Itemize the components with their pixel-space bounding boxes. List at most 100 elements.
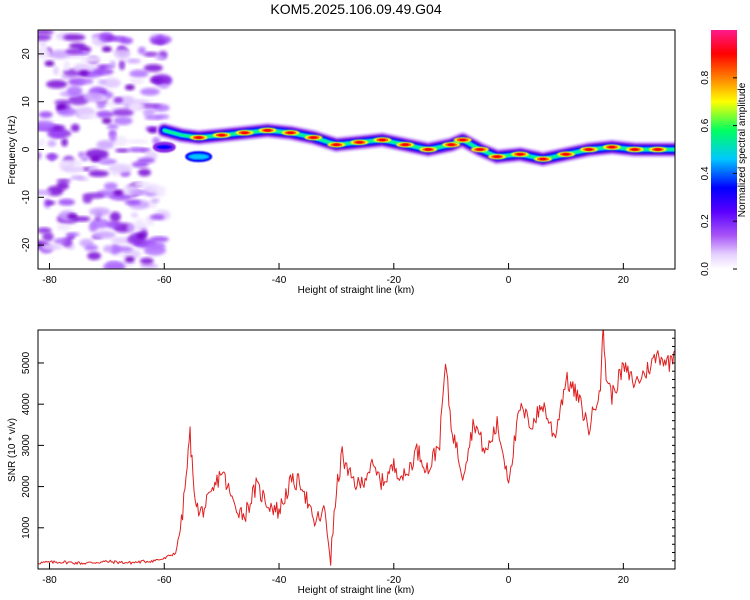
noise-blob [85, 148, 109, 160]
ridge-peak-red [287, 131, 295, 134]
ridge-peak-red [424, 148, 432, 151]
ridge-peak-red [332, 143, 340, 146]
noise-blob [82, 195, 93, 204]
snr-panel: -80 -60 -40 -20 0 20 1000 2000 3000 4000 5000 Hei… [7, 329, 676, 596]
noise-blob [149, 214, 165, 220]
bottom-y-axis-label: SNR (10 * v/v) [7, 418, 18, 482]
noise-region [38, 30, 173, 269]
noise-blob [38, 120, 55, 131]
noise-blob [130, 103, 145, 109]
bottom-y-tick-label: 1000 [21, 516, 32, 539]
top-y-tick-label: 10 [21, 96, 32, 108]
noise-blob [77, 113, 98, 120]
noise-blob [139, 263, 159, 269]
frequency-ridge [152, 122, 675, 168]
top-y-tick-label: 20 [21, 48, 32, 60]
noise-blob [143, 107, 156, 118]
noise-blob [109, 211, 121, 222]
top-x-tick-label: -80 [42, 275, 57, 286]
noise-blob [65, 48, 84, 55]
noise-blob [38, 30, 54, 35]
bottom-y-ticks: 1000 2000 3000 4000 5000 [21, 329, 675, 570]
noise-blob [108, 163, 133, 174]
noise-blob [113, 116, 133, 126]
noise-hotspot [44, 60, 55, 67]
ridge-peak-red [195, 136, 203, 139]
noise-blob [106, 123, 119, 130]
ridge-peak-red [539, 157, 547, 161]
bottom-plot-frame [37, 329, 676, 570]
noise-blob [159, 83, 169, 90]
noise-blob [144, 185, 167, 194]
noise-blob [47, 140, 57, 147]
noise-blob [150, 236, 169, 243]
bottom-x-axis-label: Height of straight line (km) [298, 585, 415, 596]
colorbar-tick-label: 0.4 [700, 166, 711, 180]
noise-blob [77, 78, 94, 85]
noise-blob [68, 42, 87, 50]
noise-blob [144, 115, 163, 120]
top-y-tick-label: -20 [21, 237, 32, 252]
ridge-peak-red [493, 155, 501, 158]
noise-blob [88, 222, 98, 233]
noise-blob [70, 175, 85, 180]
colorbar-tick-label: 0.2 [700, 214, 711, 228]
noise-blob [129, 69, 149, 78]
noise-blob [140, 147, 151, 153]
noise-blob [137, 157, 156, 164]
noise-blob [84, 244, 99, 252]
colorbar-tick-label: 0.8 [700, 70, 711, 84]
noise-hotspot [136, 232, 147, 239]
colorbar-gradient [711, 30, 737, 269]
noise-blob [140, 87, 160, 96]
top-y-axis-label: Frequency (Hz) [7, 116, 18, 185]
noise-hotspot [113, 189, 124, 196]
noise-blob [143, 51, 159, 57]
colorbar-tick-label: 0.6 [700, 118, 711, 132]
noise-blob [139, 257, 154, 265]
noise-blob [113, 35, 127, 43]
noise-blob [151, 39, 167, 45]
noise-blob [54, 99, 73, 106]
ridge-peak-red [264, 129, 272, 132]
noise-blob [150, 198, 160, 203]
noise-blob [56, 181, 69, 191]
noise-blob [111, 108, 134, 117]
ridge-peak-red [516, 153, 524, 156]
noise-blob [106, 220, 122, 229]
noise-blob [127, 139, 149, 144]
noise-blob [95, 110, 114, 119]
noise-hotspot [101, 117, 112, 124]
bottom-x-tick-label: -60 [157, 575, 172, 586]
ridge-peak-red [378, 138, 386, 142]
bottom-y-tick-label: 5000 [21, 351, 32, 374]
noise-hotspot [124, 256, 135, 263]
noise-hotspot [124, 84, 135, 91]
noise-blob [96, 140, 115, 150]
bottom-x-tick-label: -80 [42, 575, 57, 586]
noise-blob [154, 55, 166, 60]
spectrogram-panel: -80 -60 -40 -20 0 20 -20 -10 0 10 20 Height of st… [7, 29, 676, 296]
ridge-peak-red [447, 143, 455, 146]
top-x-tick-label: -20 [387, 275, 402, 286]
noise-blob [70, 123, 80, 132]
ridge-peak-red [355, 141, 363, 144]
bottom-x-tick-label: -20 [387, 575, 402, 586]
noise-blob [38, 111, 53, 119]
noise-blob [106, 81, 119, 86]
top-x-axis-label: Height of straight line (km) [298, 285, 415, 296]
bottom-y-tick-label: 3000 [21, 434, 32, 457]
noise-blob [93, 68, 114, 76]
noise-blob [46, 79, 68, 89]
noise-blob [74, 216, 91, 222]
ridge-peak-red [218, 133, 226, 137]
noise-blob [143, 64, 163, 72]
noise-blob [83, 91, 103, 103]
noise-blob [130, 212, 139, 218]
top-y-tick-label: 0 [21, 146, 32, 152]
noise-blob [53, 237, 68, 245]
ridge-peak-red [459, 138, 467, 142]
noise-blob [109, 60, 116, 67]
noise-blob [38, 142, 45, 147]
noise-blob [118, 59, 126, 71]
